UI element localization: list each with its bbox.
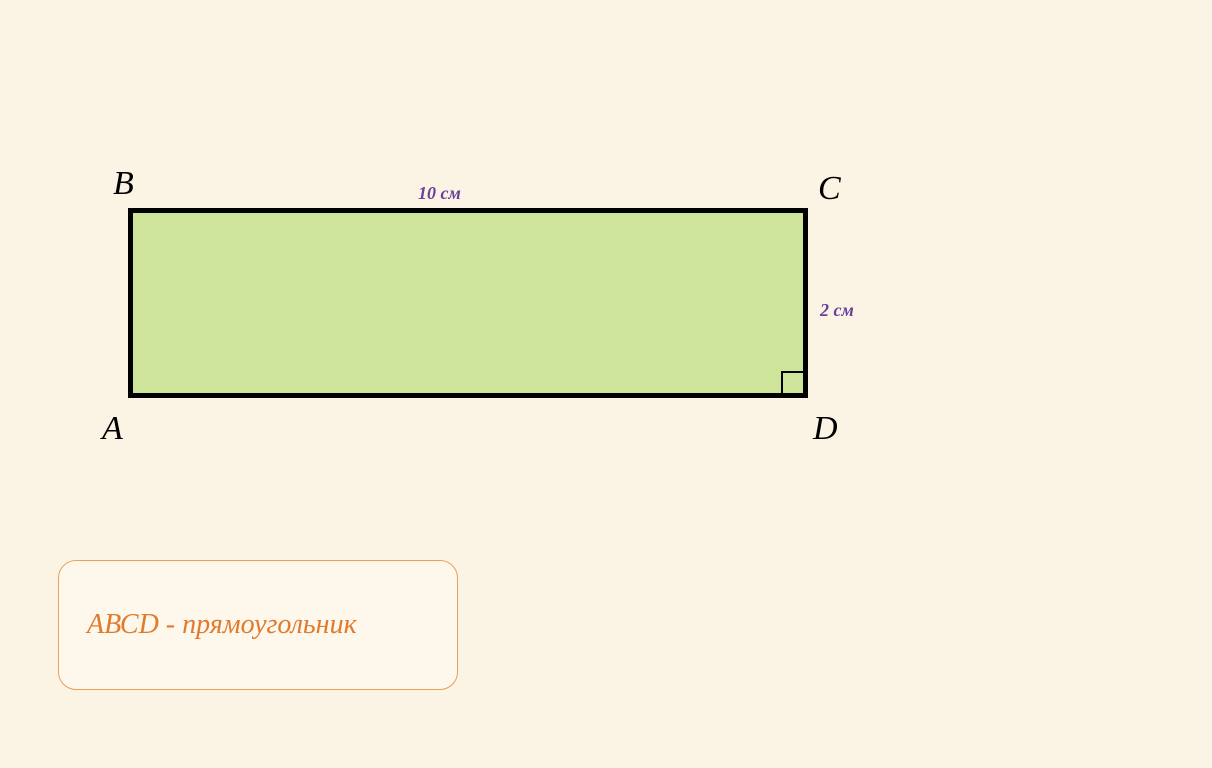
dimension-right: 2 см (820, 300, 854, 321)
vertex-label-D: D (813, 410, 838, 448)
vertex-label-B: B (113, 165, 134, 203)
caption-text: АВСD - прямоугольник (87, 609, 357, 641)
caption-box: АВСD - прямоугольник (58, 560, 458, 690)
rectangle-ABCD (128, 208, 808, 398)
dimension-top: 10 см (418, 183, 461, 204)
vertex-label-C: C (818, 170, 841, 208)
right-angle-marker (781, 371, 803, 393)
vertex-label-A: A (102, 410, 123, 448)
diagram-canvas: A B C D 10 см 2 см АВСD - прямоугольник (0, 0, 1212, 768)
